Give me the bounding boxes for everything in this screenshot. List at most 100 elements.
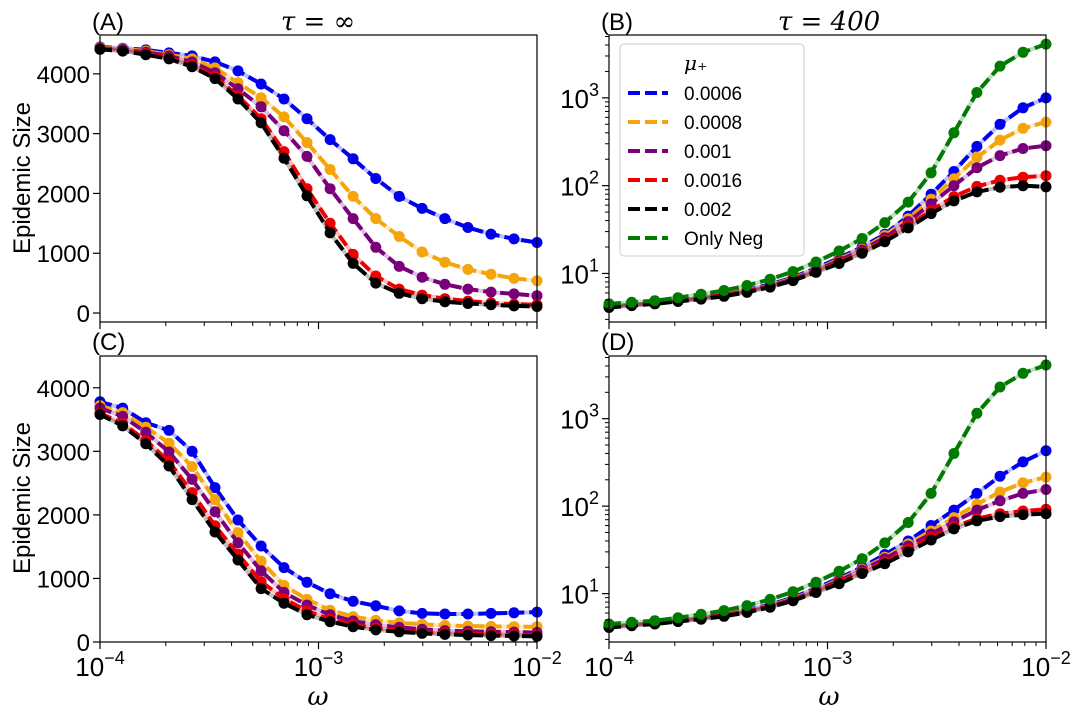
series-d-0.001 bbox=[603, 484, 1052, 633]
x-tick-label: 10−3 bbox=[803, 648, 852, 682]
y-tick-label: 3000 bbox=[37, 122, 90, 149]
x-tick-label: 10−3 bbox=[294, 648, 343, 682]
data-point bbox=[393, 287, 405, 299]
series-layer-b bbox=[603, 38, 1052, 313]
legend-item: 0.0016 bbox=[628, 171, 742, 192]
series-line bbox=[608, 507, 1047, 629]
y-tick-label: 1000 bbox=[37, 566, 90, 593]
data-point bbox=[1017, 171, 1029, 183]
series-line bbox=[99, 399, 538, 616]
legend-item: 0.0006 bbox=[628, 84, 742, 105]
y-tick-label: 101 bbox=[560, 576, 599, 610]
axes-frame-d bbox=[608, 355, 1047, 643]
data-point bbox=[508, 288, 520, 300]
panel-label-c: (C) bbox=[92, 329, 125, 356]
panel-label-b: (B) bbox=[601, 9, 633, 36]
series-line bbox=[99, 46, 538, 298]
legend-item: 0.001 bbox=[628, 142, 732, 163]
series-d-0.0016 bbox=[603, 503, 1052, 633]
series-line bbox=[99, 412, 538, 639]
legend-label: 0.001 bbox=[684, 142, 732, 163]
series-band bbox=[608, 448, 1047, 629]
series-b-only-neg bbox=[603, 38, 1052, 310]
data-point bbox=[140, 49, 152, 61]
series-layer-d bbox=[603, 359, 1052, 633]
series-a-0.001 bbox=[94, 42, 543, 302]
x-ticks-c: 10−4 10−3 10−2 bbox=[75, 642, 562, 682]
legend-items: 0.0006 0.0008 0.001 0.0016 0.002 Only Neg bbox=[628, 84, 763, 250]
series-line bbox=[99, 403, 537, 629]
data-point bbox=[393, 626, 405, 638]
series-band bbox=[608, 475, 1047, 629]
series-c-0.0006 bbox=[94, 396, 543, 620]
x-tick-label: 10−4 bbox=[75, 648, 124, 682]
y-ticks-b: 101 102 103 bbox=[560, 35, 609, 320]
data-point bbox=[718, 285, 730, 296]
legend-label: 0.0016 bbox=[684, 171, 742, 192]
y-tick-label: 4000 bbox=[37, 62, 90, 89]
panel-label-d: (D) bbox=[601, 329, 634, 356]
y-tick-label: 103 bbox=[560, 80, 599, 114]
series-line bbox=[608, 511, 1047, 630]
y-tick-label: 4000 bbox=[37, 376, 90, 403]
legend-item: 0.002 bbox=[628, 200, 732, 221]
panel-label-a: (A) bbox=[92, 9, 124, 36]
ylabel-bottom: Epidemic Size bbox=[9, 422, 36, 574]
data-point bbox=[439, 296, 451, 308]
y-tick-label: 102 bbox=[560, 168, 599, 202]
x-tick-label: 10−4 bbox=[584, 648, 633, 682]
legend-item: 0.0008 bbox=[628, 113, 742, 134]
series-line bbox=[99, 45, 538, 283]
legend-box bbox=[619, 43, 805, 257]
data-point bbox=[508, 300, 520, 312]
series-band bbox=[608, 507, 1047, 629]
series-line bbox=[608, 487, 1047, 629]
series-c-0.002 bbox=[94, 409, 543, 642]
data-point bbox=[462, 629, 474, 641]
series-line bbox=[99, 47, 538, 309]
y-tick-label: 2000 bbox=[37, 503, 90, 530]
legend-label: 0.002 bbox=[684, 200, 732, 221]
data-point bbox=[718, 605, 730, 617]
legend-label: 0.0008 bbox=[684, 113, 742, 134]
legend-label: Only Neg bbox=[684, 229, 763, 250]
y-tick-label: 0 bbox=[77, 630, 90, 657]
series-d-only-neg bbox=[603, 359, 1052, 630]
x-ticks-b bbox=[608, 322, 1047, 329]
y-tick-label: 2000 bbox=[37, 181, 90, 208]
y-tick-label: 0 bbox=[77, 301, 90, 328]
series-band bbox=[608, 511, 1047, 630]
series-line bbox=[608, 42, 1047, 306]
series-d-0.0008 bbox=[603, 471, 1052, 633]
series-line bbox=[608, 363, 1047, 626]
data-point bbox=[370, 600, 382, 612]
data-point bbox=[485, 607, 497, 619]
title-panel-b: τ = 400 bbox=[778, 7, 880, 37]
y-tick-label: 103 bbox=[560, 401, 599, 435]
legend-label: 0.0006 bbox=[684, 84, 742, 105]
y-tick-label: 1000 bbox=[37, 241, 90, 268]
data-point bbox=[508, 272, 520, 284]
panel-b: 101 102 103 bbox=[560, 34, 1052, 329]
y-tick-label: 101 bbox=[560, 255, 599, 289]
xlabel-right: ω bbox=[818, 682, 839, 712]
y-ticks-a: 0 1000 2000 3000 4000 bbox=[37, 62, 100, 328]
series-line bbox=[608, 475, 1047, 629]
panel-a: 0 1000 2000 3000 4000 bbox=[37, 34, 543, 329]
ylabel-top: Epidemic Size bbox=[9, 102, 36, 254]
axes-frame-a bbox=[99, 34, 538, 323]
title-panel-a: τ = ∞ bbox=[281, 7, 355, 37]
series-c-0.0008 bbox=[94, 400, 543, 633]
x-ticks-d: 10−4 10−3 10−2 bbox=[584, 642, 1071, 682]
y-tick-label: 102 bbox=[560, 488, 599, 522]
series-d-0.0006 bbox=[603, 445, 1052, 633]
series-a-0.0008 bbox=[94, 42, 543, 287]
y-ticks-d: 101 102 103 bbox=[560, 356, 609, 640]
x-tick-label: 10−2 bbox=[512, 648, 561, 682]
series-layer-c bbox=[94, 396, 543, 642]
panel-d: 10−4 10−3 10−2 101 102 103 bbox=[560, 355, 1071, 682]
x-tick-label: 10−2 bbox=[1021, 648, 1070, 682]
legend: μ₊ 0.0006 0.0008 0.001 0.0016 0.002 Only Neg bbox=[619, 43, 805, 257]
